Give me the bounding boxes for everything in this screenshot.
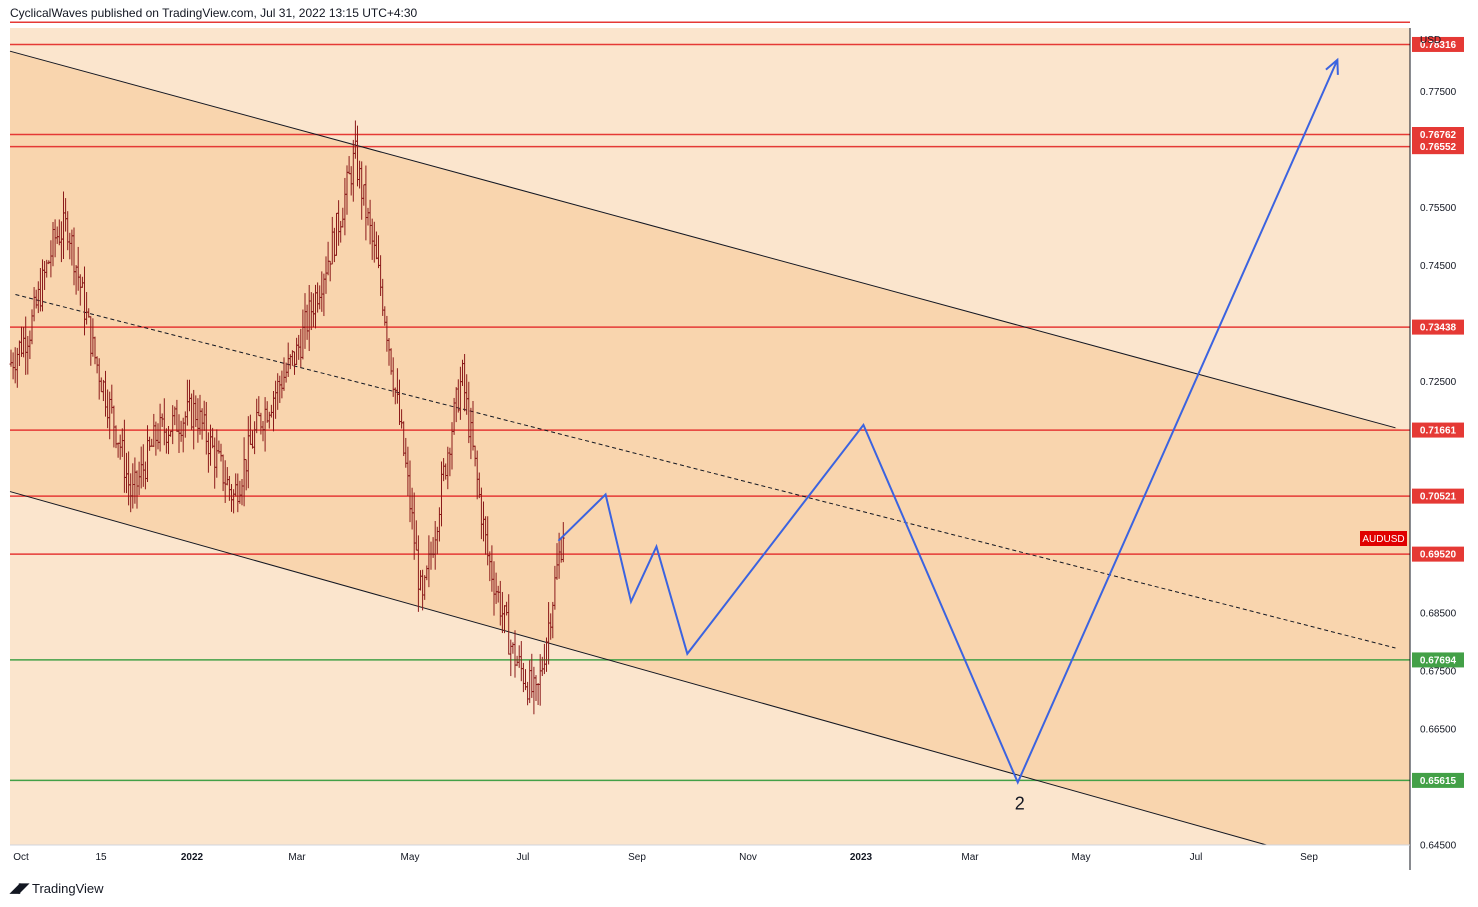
symbol-badge-text: AUDUSD <box>1362 534 1404 545</box>
levels-layer <box>10 21 1410 782</box>
level-label: 0.67694 <box>1420 655 1457 666</box>
level-label-bg <box>1412 546 1464 562</box>
y-tick-label: 0.66500 <box>1420 725 1457 736</box>
level-label-bg <box>1412 139 1464 155</box>
y-tick-label: 0.68500 <box>1420 609 1457 620</box>
channel-upper-line <box>9 50 1396 429</box>
footer-brand: TradingView <box>32 880 104 896</box>
wave-label: 2 <box>1015 793 1025 813</box>
level-label-bg <box>1412 772 1464 788</box>
level-label-bg <box>1412 126 1464 142</box>
level-label-bg <box>1412 488 1464 504</box>
x-tick-label: 15 <box>95 852 107 863</box>
level-label: 0.76762 <box>1420 130 1457 141</box>
x-tick-label: 2022 <box>181 852 204 863</box>
price-bars <box>9 120 565 715</box>
level-label-bg <box>1412 422 1464 438</box>
channel-lower-line <box>9 491 1267 846</box>
x-tick-label: Sep <box>1300 852 1318 863</box>
x-tick-label: Sep <box>628 852 646 863</box>
level-label-bg <box>1412 319 1464 335</box>
y-tick-label: 0.75500 <box>1420 203 1457 214</box>
channel-fill <box>10 51 1410 845</box>
x-tick-label: Mar <box>961 852 979 863</box>
x-tick-label: 2023 <box>850 852 873 863</box>
y-tick-label: 0.74500 <box>1420 261 1457 272</box>
y-tick-label: 0.64500 <box>1420 841 1457 852</box>
x-tick-label: May <box>1072 852 1091 863</box>
y-tick-label: 0.72500 <box>1420 377 1457 388</box>
level-label-bg <box>1412 652 1464 668</box>
level-label: 0.69520 <box>1420 550 1457 561</box>
tradingview-footer[interactable]: ◢◤ TradingView <box>10 880 104 896</box>
symbol-badge: AUDUSD <box>1360 531 1407 546</box>
projection-arrowhead <box>1325 57 1339 75</box>
x-tick-label: Jul <box>1190 852 1203 863</box>
x-tick-label: Jul <box>517 852 530 863</box>
x-tick-label: Oct <box>13 852 29 863</box>
y-tick-label: 0.67500 <box>1420 667 1457 678</box>
currency-label: USD <box>1420 35 1441 46</box>
level-label-bg <box>1412 36 1464 52</box>
level-label: 0.71661 <box>1420 426 1457 437</box>
x-tick-label: May <box>401 852 420 863</box>
projection-path <box>557 59 1339 785</box>
publish-info: CyclicalWaves published on TradingView.c… <box>10 6 418 20</box>
level-label: 0.76552 <box>1420 142 1457 153</box>
level-label: 0.65615 <box>1420 776 1457 787</box>
level-label: 0.70521 <box>1420 492 1457 503</box>
y-tick-label: 0.77500 <box>1420 87 1457 98</box>
tradingview-logo-icon: ◢◤ <box>10 880 29 895</box>
level-label: 0.73438 <box>1420 323 1457 334</box>
time-axis[interactable]: Oct 15 2022 Mar May Jul Sep Nov 2023 Mar May Jul Sep <box>13 852 1318 863</box>
x-tick-label: Mar <box>288 852 306 863</box>
level-label: 0.78316 <box>1420 40 1457 51</box>
x-tick-label: Nov <box>739 852 757 863</box>
